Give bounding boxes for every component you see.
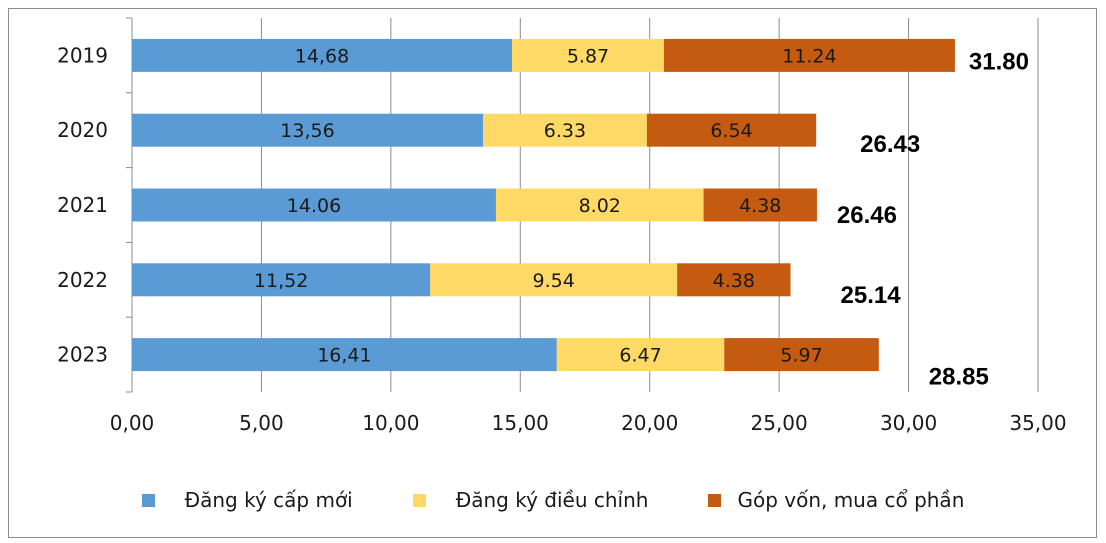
data-label-2021-series-2: 4.38 — [739, 195, 781, 217]
x-tick-label-2: 10,00 — [362, 411, 419, 435]
data-label-2023-series-0: 16,41 — [317, 345, 371, 367]
x-tick-label-0: 0,00 — [110, 411, 155, 435]
axes: 0,00 5,00 10,00 15,00 20,00 25,00 30,00 35,00 20… — [57, 17, 1067, 435]
data-label-2022-series-1: 9.54 — [533, 270, 575, 292]
bar-2023-series-2 — [724, 338, 879, 372]
legend-item-adjustment: Đăng ký điều chỉnh — [412, 488, 709, 512]
data-label-2023-series-1: 6.47 — [619, 345, 661, 367]
y-tick-label-2021: 2021 — [57, 193, 108, 217]
bar-2021-series-1 — [495, 188, 704, 222]
x-tick-label-4: 20,00 — [621, 411, 678, 435]
y-tick-label-2022: 2022 — [57, 268, 108, 292]
data-label-2023-series-2: 5.97 — [780, 345, 822, 367]
legend: Đăng ký cấp mới Đăng ký điều chỉnh Góp v… — [0, 488, 1106, 512]
data-label-2021-series-1: 8.02 — [579, 195, 621, 217]
bar-2020-series-0 — [132, 113, 484, 147]
bars — [132, 38, 955, 372]
legend-item-capital-contribution: Góp vốn, mua cổ phần — [708, 488, 964, 512]
bar-2022-series-0 — [132, 263, 431, 297]
legend-swatch-adjustment — [412, 493, 426, 507]
x-tick-label-3: 15,00 — [492, 411, 549, 435]
bar-2022-series-1 — [430, 263, 678, 297]
data-label-2020-series-0: 13,56 — [280, 120, 334, 142]
data-label-2019-series-1: 5.87 — [567, 45, 609, 67]
y-tick-label-2019: 2019 — [57, 43, 108, 67]
bar-2019-series-1 — [512, 38, 664, 72]
bar-2023-series-0 — [132, 338, 557, 372]
data-label-2020-series-2: 6.54 — [710, 120, 752, 142]
bar-2020-series-2 — [646, 113, 817, 147]
bar-2019-series-2 — [663, 38, 955, 72]
x-tick-label-6: 30,00 — [880, 411, 937, 435]
data-label-2020-series-1: 6.33 — [544, 120, 586, 142]
legend-item-new-registration: Đăng ký cấp mới — [141, 488, 413, 512]
bar-2020-series-1 — [483, 113, 647, 147]
total-label-2021: 26.46 — [837, 202, 897, 229]
data-label-2019-series-0: 14,68 — [295, 45, 349, 67]
bar-2023-series-1 — [556, 338, 725, 372]
total-label-2023: 28.85 — [929, 364, 989, 391]
bar-2021-series-2 — [703, 188, 817, 222]
legend-swatch-capital-contribution — [708, 493, 722, 507]
x-tick-label-1: 5,00 — [239, 411, 284, 435]
legend-label-adjustment: Đăng ký điều chỉnh — [455, 488, 649, 512]
legend-swatch-new-registration — [141, 493, 155, 507]
x-tick-label-5: 25,00 — [751, 411, 808, 435]
data-label-2022-series-0: 11,52 — [254, 270, 308, 292]
y-tick-label-2023: 2023 — [57, 343, 108, 367]
bar-2022-series-2 — [677, 263, 791, 297]
y-tick-label-2020: 2020 — [57, 118, 108, 142]
legend-label-capital-contribution: Góp vốn, mua cổ phần — [737, 488, 965, 512]
x-tick-label-7: 35,00 — [1009, 411, 1066, 435]
data-labels: 14,68 5.87 11.24 31.80 13,56 6.33 6.54 26.43 14.… — [254, 45, 1029, 390]
data-label-2022-series-2: 4.38 — [713, 270, 755, 292]
total-label-2019: 31.80 — [969, 48, 1029, 75]
bar-2021-series-0 — [132, 188, 496, 222]
total-label-2020: 26.43 — [860, 131, 920, 158]
data-label-2021-series-0: 14.06 — [287, 195, 341, 217]
total-label-2022: 25.14 — [841, 282, 902, 309]
legend-label-new-registration: Đăng ký cấp mới — [184, 488, 353, 512]
bar-2019-series-0 — [132, 38, 513, 72]
stacked-bar-chart: 0,00 5,00 10,00 15,00 20,00 25,00 30,00 35,00 20… — [57, 17, 1067, 435]
data-label-2019-series-2: 11.24 — [782, 45, 836, 67]
